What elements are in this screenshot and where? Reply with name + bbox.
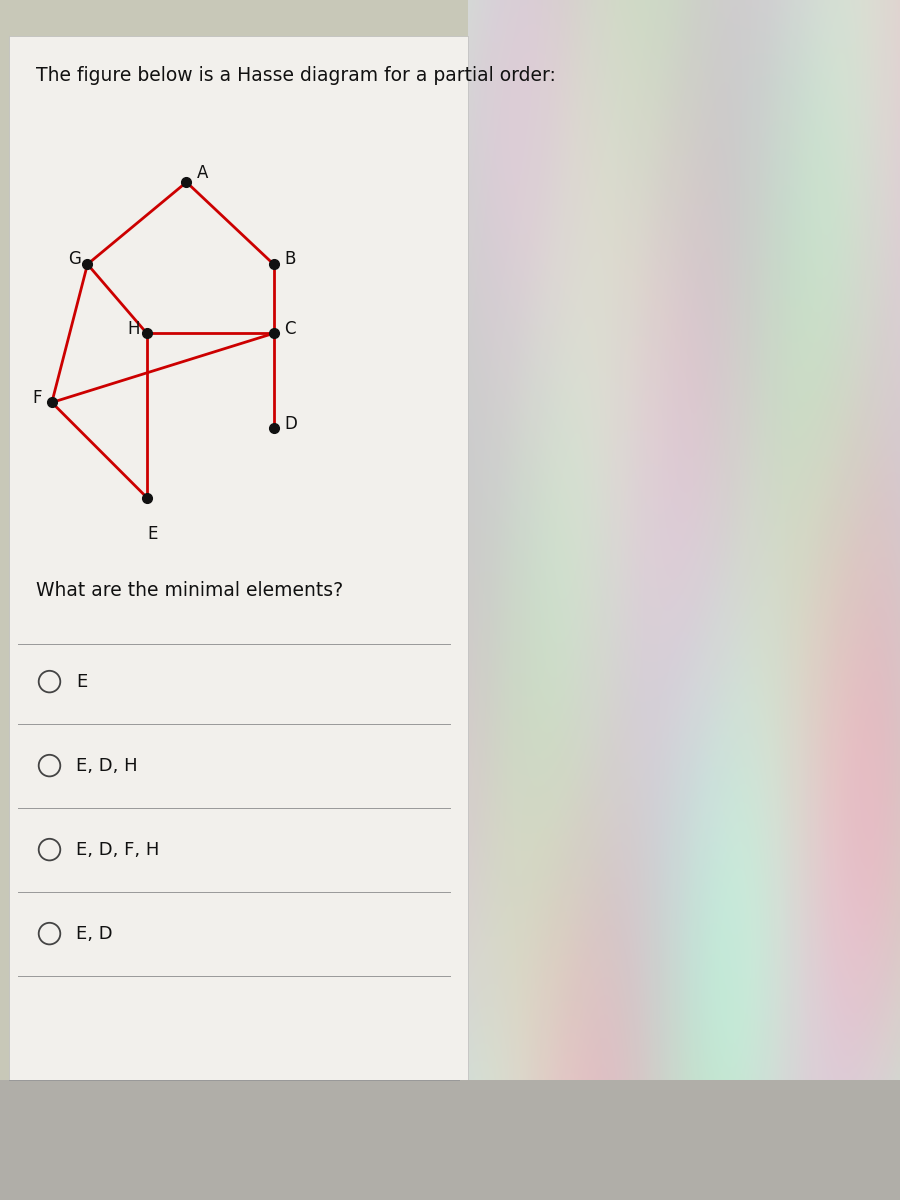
Text: H: H	[127, 319, 140, 337]
Text: E, D, F, H: E, D, F, H	[76, 840, 160, 859]
Bar	[0, 1080, 900, 1200]
Text: What are the minimal elements?: What are the minimal elements?	[36, 581, 343, 600]
Text: G: G	[68, 251, 81, 269]
Text: F: F	[32, 389, 41, 407]
Text: E: E	[76, 672, 88, 691]
Text: D: D	[284, 415, 297, 432]
Text: E: E	[147, 524, 158, 542]
Bar	[468, 0, 900, 1200]
Text: E, D: E, D	[76, 924, 113, 943]
Text: B: B	[284, 251, 296, 269]
Text: E, D, H: E, D, H	[76, 757, 138, 775]
Bar	[9, 36, 468, 1080]
Text: A: A	[197, 163, 209, 181]
Text: The figure below is a Hasse diagram for a partial order:: The figure below is a Hasse diagram for …	[36, 66, 556, 85]
Text: C: C	[284, 319, 296, 337]
